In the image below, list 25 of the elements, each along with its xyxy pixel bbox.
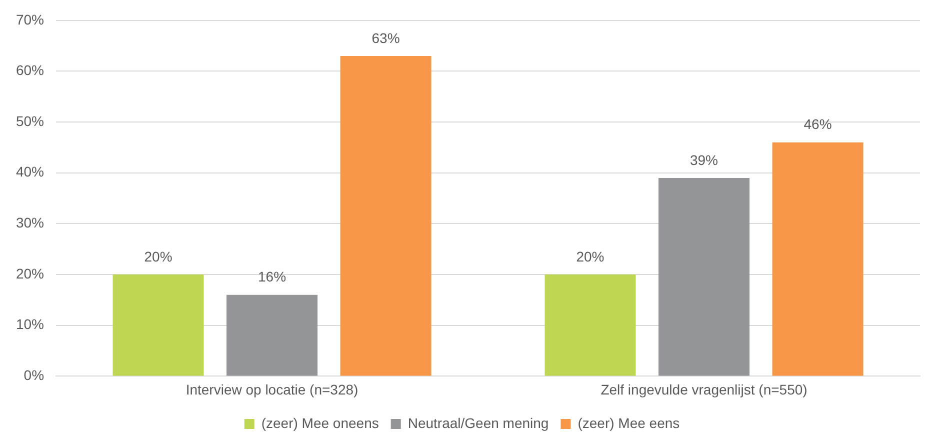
x-tick-label: Zelf ingevulde vragenlijst (n=550) bbox=[600, 381, 808, 398]
y-tick-label: 40% bbox=[16, 164, 44, 180]
legend-label: Neutraal/Geen mening bbox=[408, 414, 549, 431]
y-tick-label: 50% bbox=[16, 112, 44, 129]
y-tick-label: 10% bbox=[16, 316, 44, 332]
y-tick-label: 60% bbox=[16, 62, 44, 78]
y-tick-label: 20% bbox=[16, 265, 44, 282]
data-label: 39% bbox=[690, 152, 718, 168]
bar bbox=[226, 294, 318, 376]
legend-label: (zeer) Mee oneens bbox=[261, 414, 379, 431]
data-label: 16% bbox=[258, 268, 286, 285]
y-tick-label: 0% bbox=[24, 367, 44, 384]
bar bbox=[544, 274, 636, 376]
data-label: 20% bbox=[576, 248, 604, 264]
legend-label: (zeer) Mee eens bbox=[578, 414, 680, 431]
bar bbox=[112, 274, 204, 376]
y-tick-label: 30% bbox=[16, 214, 44, 231]
y-tick-label: 70% bbox=[16, 11, 44, 28]
data-label: 63% bbox=[372, 30, 400, 46]
bar bbox=[658, 178, 750, 376]
bar bbox=[340, 56, 432, 376]
x-tick-label: Interview op locatie (n=328) bbox=[186, 381, 358, 398]
data-label: 46% bbox=[804, 116, 832, 132]
bar bbox=[772, 142, 864, 376]
data-label: 20% bbox=[144, 248, 172, 264]
